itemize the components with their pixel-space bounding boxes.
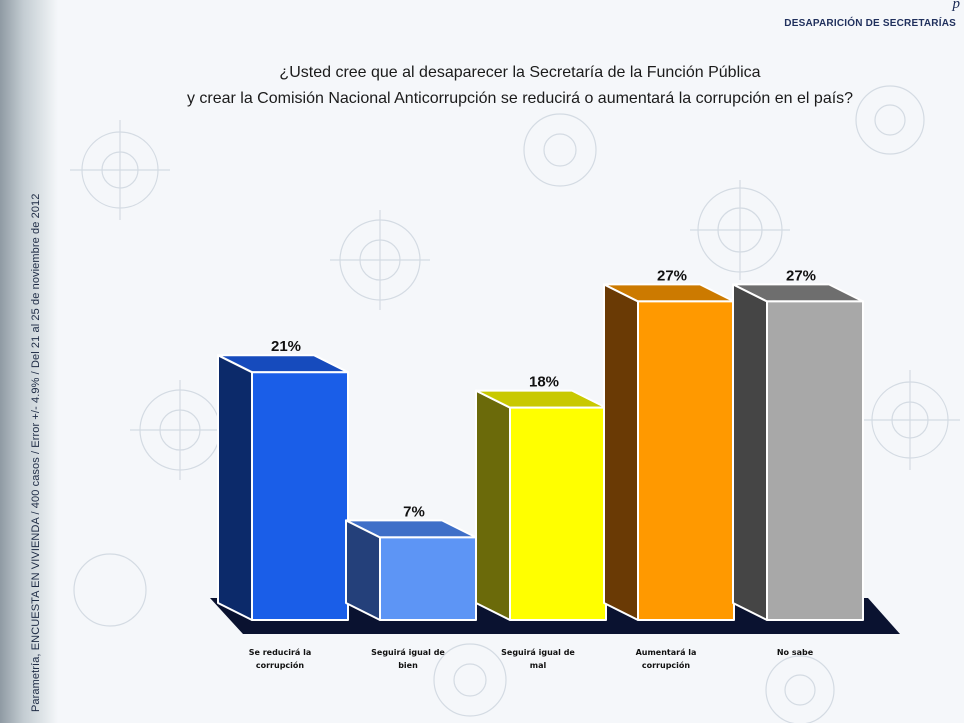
bar-1 <box>217 354 349 621</box>
category-label-line: corrupción <box>642 660 691 670</box>
category-label-line: bien <box>398 661 418 670</box>
bar-side <box>603 283 639 621</box>
bar-value-label: 18% <box>529 374 559 391</box>
bar-front <box>637 300 735 621</box>
category-label: Aumentará la corrupción <box>636 648 697 670</box>
survey-question: ¿Usted cree que al desaparecer la Secret… <box>100 60 940 112</box>
bar-side <box>217 354 253 621</box>
brand-mark: p <box>952 0 961 12</box>
section-tag: DESAPARICIÓN DE SECRETARÍAS <box>784 18 956 29</box>
bar-value-label: 27% <box>786 267 816 284</box>
bar-value-label: 21% <box>271 338 301 355</box>
side-strip <box>0 0 58 723</box>
category-label-line: mal <box>530 661 547 670</box>
bar-side <box>475 389 511 621</box>
bar-5 <box>732 283 864 621</box>
bar-front <box>766 300 864 621</box>
category-label-line: Seguirá igual de <box>501 648 575 657</box>
bar-3 <box>475 389 607 621</box>
question-line-2: y crear la Comisión Nacional Anticorrupc… <box>186 90 854 107</box>
category-label-line: Aumentará la <box>636 648 697 657</box>
bar-4 <box>603 283 735 621</box>
question-line-1: ¿Usted cree que al desaparecer la Secret… <box>279 64 761 81</box>
bar-2 <box>345 519 477 621</box>
category-label-line: corrupción <box>256 660 305 670</box>
bar-front <box>251 371 349 621</box>
bar-side <box>732 283 768 621</box>
bar-value-label: 27% <box>657 267 687 284</box>
bar-front <box>509 406 607 621</box>
bar-value-label: 7% <box>403 503 425 520</box>
category-label-line: Seguirá igual de <box>371 648 445 657</box>
category-label: Seguirá igual de bien <box>371 648 445 670</box>
bar-front <box>379 536 477 621</box>
category-label: No sabe <box>777 648 814 657</box>
bars-layer <box>217 283 864 621</box>
labels-layer: 21% Se reducirá la corrupción 7% Seguirá igu… <box>249 267 816 670</box>
category-label-line: No sabe <box>777 648 814 657</box>
category-label: Se reducirá la corrupción <box>249 648 312 670</box>
category-label: Seguirá igual de mal <box>501 648 575 670</box>
category-label-line: Se reducirá la <box>249 648 312 657</box>
